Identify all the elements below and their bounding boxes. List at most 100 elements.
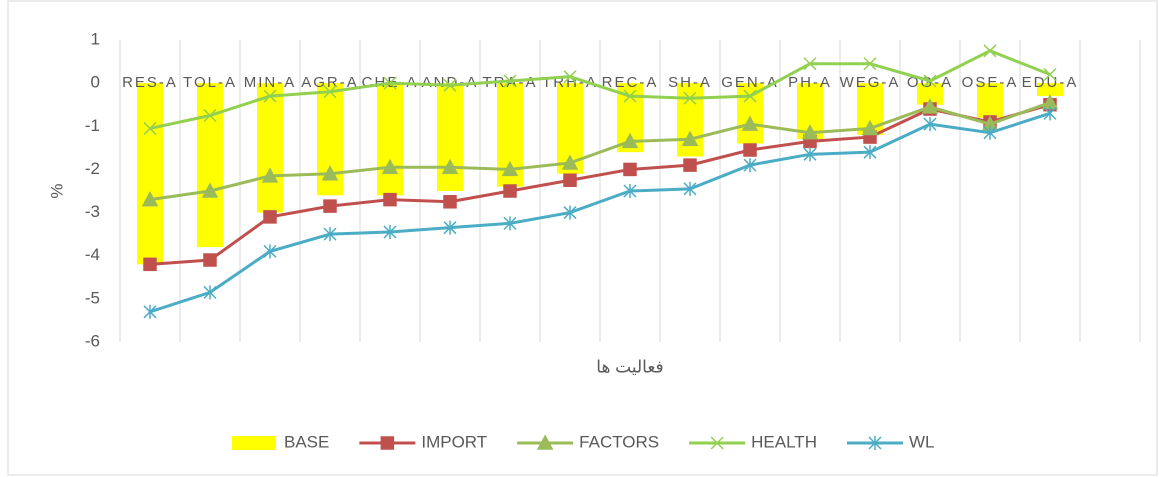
marker [741, 115, 759, 131]
x-tick-label: OSE-A [962, 74, 1019, 91]
marker [443, 220, 457, 235]
marker [983, 44, 997, 58]
marker [1043, 67, 1057, 82]
line [149, 103, 1051, 266]
marker [923, 117, 937, 132]
marker [563, 205, 577, 220]
y-tick-label: -4 [85, 245, 100, 264]
marker [323, 199, 337, 213]
line [149, 49, 1051, 130]
marker [443, 78, 457, 92]
bar [377, 83, 403, 196]
marker [623, 162, 637, 177]
marker [143, 257, 157, 272]
marker [621, 132, 639, 149]
marker [503, 74, 517, 88]
bar [737, 83, 763, 144]
marker [743, 143, 757, 157]
x-tick-label: REC-A [602, 74, 659, 91]
marker [501, 160, 519, 177]
legend-item: IMPORT [359, 432, 487, 451]
bar [137, 83, 163, 265]
marker [561, 154, 579, 170]
y-tick-label: 0 [91, 73, 100, 92]
x-tick-label: PH-A [788, 74, 832, 91]
x-axis-title: فعالیت ها [596, 357, 663, 376]
marker [743, 89, 757, 103]
line [149, 101, 1051, 202]
marker [203, 285, 217, 300]
marker [443, 195, 457, 209]
marker [263, 89, 277, 103]
marker [143, 121, 157, 135]
y-tick-label: -3 [85, 202, 100, 221]
marker [563, 173, 577, 187]
y-tick-label: -6 [85, 331, 100, 350]
legend-item: WL [846, 432, 935, 451]
marker [441, 158, 459, 175]
marker [683, 181, 697, 196]
x-tick-label: RES-A [122, 74, 178, 91]
marker [1043, 106, 1057, 121]
marker [203, 253, 217, 267]
marker [321, 165, 339, 181]
y-tick-label: -5 [85, 288, 100, 307]
marker [563, 70, 577, 84]
legend-label: HEALTH [751, 432, 817, 451]
marker [383, 224, 397, 239]
y-axis-title: % [47, 183, 66, 198]
x-tick-label: AND-A [422, 74, 479, 91]
legend-item: BASE [232, 432, 329, 451]
marker [921, 98, 939, 114]
marker [743, 158, 757, 173]
marker [323, 85, 337, 99]
marker [803, 57, 817, 71]
legend-marker [380, 436, 395, 450]
marker [383, 192, 397, 207]
marker [803, 147, 817, 162]
x-tick-label: WEG-A [840, 74, 901, 91]
marker [681, 130, 699, 146]
legend-label: FACTORS [579, 432, 659, 451]
legend-item: HEALTH [689, 432, 817, 451]
marker [861, 119, 879, 136]
bar [1037, 83, 1063, 97]
legend-label: BASE [284, 432, 329, 451]
legend-marker [868, 436, 882, 450]
marker [263, 244, 277, 259]
legend-label: WL [909, 432, 935, 451]
x-tick-label: GEN-A [721, 74, 779, 91]
marker [503, 184, 517, 198]
line [149, 111, 1051, 314]
marker [323, 227, 337, 242]
marker [261, 167, 279, 183]
x-tick-label: MIN-A [244, 74, 297, 91]
x-tick-label: EDU-A [1022, 74, 1079, 91]
x-tick-label: TOL-A [183, 74, 237, 91]
bar [977, 83, 1003, 118]
y-tick-label: -2 [85, 159, 100, 178]
y-tick-label: -1 [85, 116, 100, 135]
x-tick-label: SH-A [668, 74, 712, 91]
marker [863, 145, 877, 160]
marker [141, 191, 159, 207]
y-tick-label: 1 [91, 29, 100, 48]
marker [263, 210, 277, 224]
marker [383, 76, 397, 90]
legend-item: FACTORS [517, 432, 659, 451]
legend-marker [536, 434, 554, 450]
bar [437, 83, 463, 191]
marker [503, 216, 517, 231]
bar [917, 83, 943, 105]
legend-marker [710, 436, 724, 450]
legend-swatch [232, 436, 276, 450]
marker [683, 158, 697, 172]
marker [203, 108, 217, 123]
marker [923, 74, 937, 88]
marker [863, 57, 877, 71]
bar [197, 83, 223, 248]
marker [623, 89, 637, 103]
marker [381, 158, 399, 175]
marker [143, 304, 157, 319]
